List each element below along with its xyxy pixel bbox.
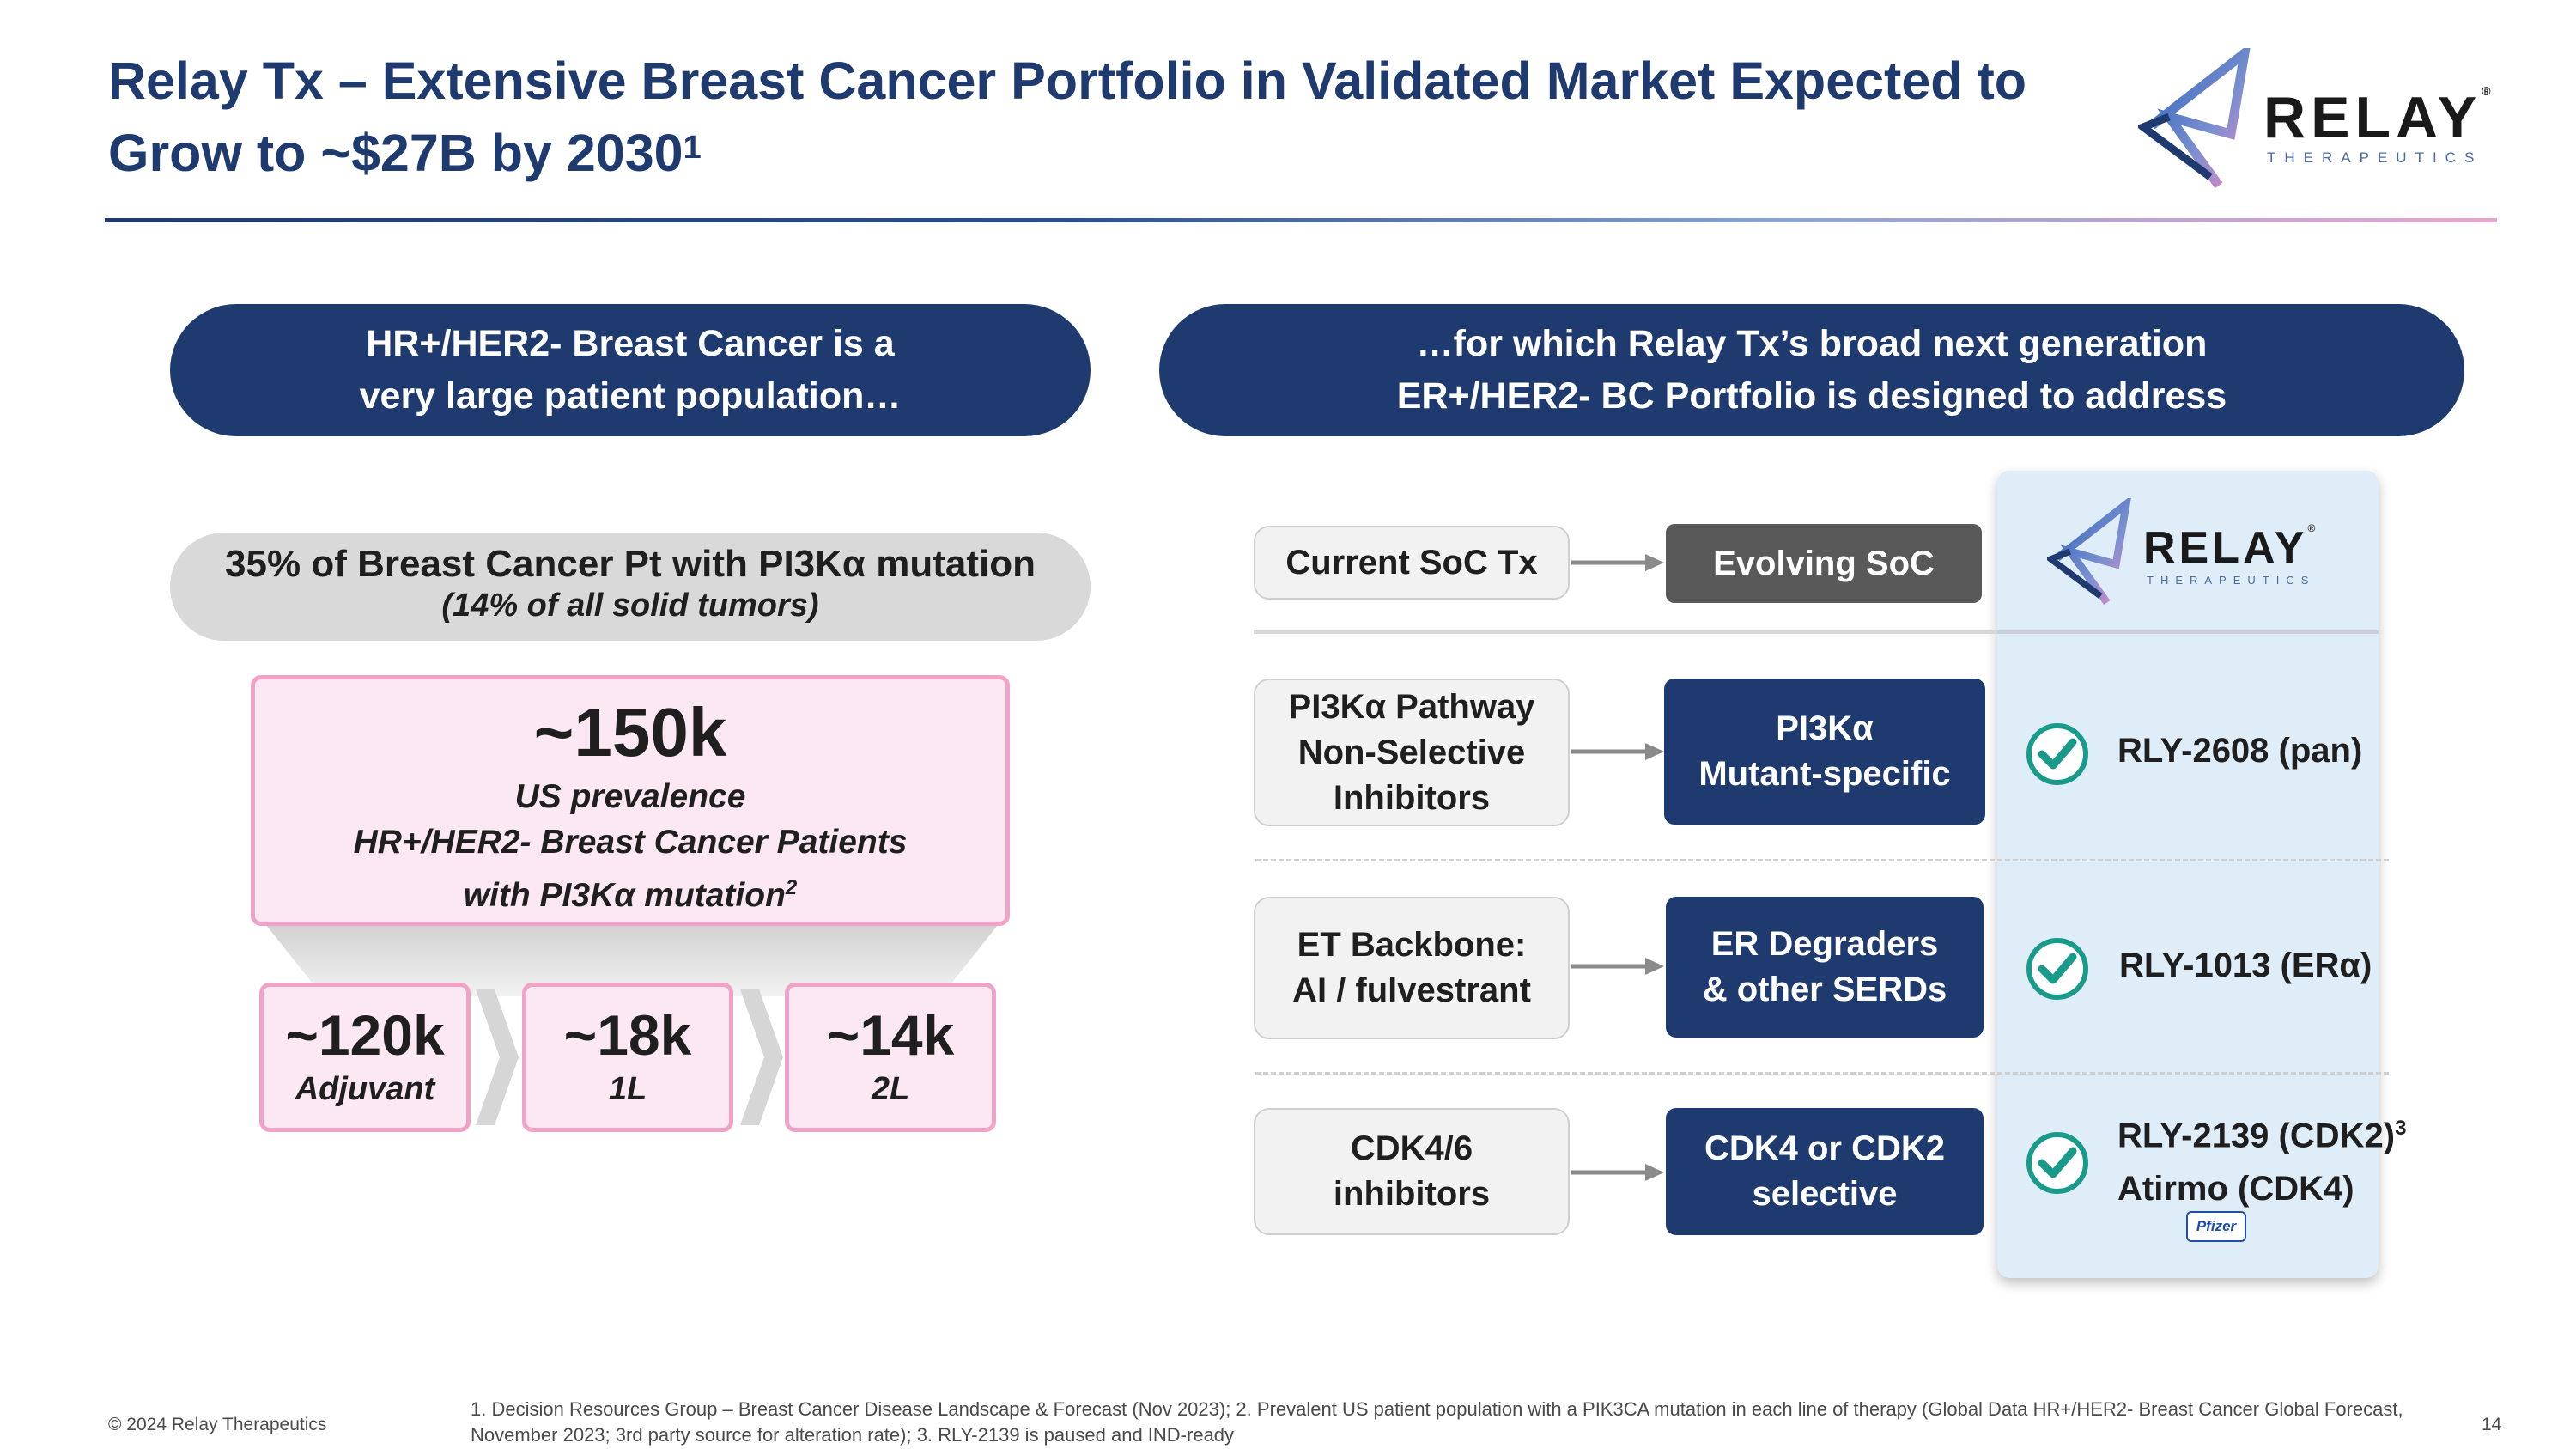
soc-line: CDK4/6: [1350, 1129, 1473, 1167]
page-number: 14: [2482, 1415, 2502, 1434]
row-divider: [1255, 1072, 2389, 1075]
footnotes: 1. Decision Resources Group – Breast Can…: [471, 1397, 2463, 1448]
prevalence-box: ~150k US prevalence HR+/HER2- Breast Can…: [251, 675, 1010, 926]
target-line: & other SERDs: [1702, 971, 1947, 1008]
pfizer-logo: Pfizer: [2186, 1211, 2246, 1242]
panel-logo-subtitle: THERAPEUTICS: [2147, 574, 2316, 587]
footnote-line-2: November 2023; 3rd party source for alte…: [471, 1424, 1235, 1446]
check-circle-icon: [2026, 723, 2088, 785]
target-line: PI3Kα: [1776, 709, 1874, 747]
soc-box-et: ET Backbone: AI / fulvestrant: [1254, 897, 1570, 1039]
target-box-er: ER Degraders & other SERDs: [1666, 897, 1984, 1038]
left-header-pill: HR+/HER2- Breast Cancer is a very large …: [170, 304, 1091, 436]
check-circle-icon: [2026, 938, 2088, 1000]
panel-logo-brand: RELAY: [2143, 523, 2308, 573]
logo-subtitle: THERAPEUTICS: [2267, 149, 2483, 166]
segment-label: 1L: [608, 1071, 647, 1107]
asset-atirmo: Atirmo (CDK4): [2117, 1170, 2354, 1208]
segment-label: Adjuvant: [295, 1071, 435, 1107]
title-line-2: Grow to ~$27B by 20301: [108, 117, 2049, 189]
arrow-right-icon: [1571, 1164, 1664, 1181]
relay-mark-icon: [2138, 48, 2251, 189]
arrow-right-icon: [1571, 743, 1664, 760]
prevalence-line-2: HR+/HER2- Breast Cancer Patients: [353, 824, 908, 861]
panel-divider: [1997, 630, 2379, 634]
asset-rly-2139: RLY-2139 (CDK2)3: [2117, 1117, 2406, 1155]
logo-reg: ®: [2482, 84, 2496, 98]
row-divider: [1255, 859, 2389, 861]
target-line: CDK4 or CDK2: [1704, 1129, 1946, 1167]
soc-line: Non-Selective: [1297, 733, 1526, 771]
mutation-pill: 35% of Breast Cancer Pt with PI3Kα mutat…: [170, 533, 1091, 641]
target-box-pi3k: PI3Kα Mutant-specific: [1664, 679, 1985, 825]
arrow-right-icon: [1571, 554, 1664, 571]
current-soc-box: Current SoC Tx: [1254, 526, 1570, 600]
segment-2l: ~14k 2L: [785, 983, 996, 1132]
copyright: © 2024 Relay Therapeutics: [108, 1415, 327, 1434]
prevalence-line-3-text: with PI3Kα mutation: [463, 877, 786, 914]
prevalence-footnote-ref: 2: [785, 876, 798, 899]
segment-1l: ~18k 1L: [522, 983, 733, 1132]
soc-line: Inhibitors: [1333, 778, 1491, 817]
asset-rly-2139-text: RLY-2139 (CDK2): [2117, 1117, 2396, 1155]
segment-adjuvant: ~120k Adjuvant: [259, 983, 471, 1132]
target-line: selective: [1752, 1175, 1898, 1213]
relay-mark-icon: [2047, 498, 2131, 606]
asset-rly-1013: RLY-1013 (ERα): [2119, 947, 2372, 984]
arrow-right-icon: [1571, 958, 1664, 975]
target-line: Mutant-specific: [1698, 755, 1951, 793]
segment-label: 2L: [871, 1071, 910, 1107]
soc-box-pi3k: PI3Kα Pathway Non-Selective Inhibitors: [1254, 679, 1570, 826]
chevron-right-icon: [476, 989, 519, 1125]
chevron-right-icon: [740, 989, 783, 1125]
left-header-line-2: very large patient population…: [359, 375, 902, 417]
mutation-subline: (14% of all solid tumors): [441, 588, 819, 624]
soc-line: ET Backbone:: [1297, 926, 1527, 964]
panel-logo-wordmark: RELAY®: [2143, 522, 2318, 574]
mutation-headline: 35% of Breast Cancer Pt with PI3Kα mutat…: [225, 543, 1036, 585]
soc-line: inhibitors: [1333, 1175, 1491, 1213]
target-line: ER Degraders: [1710, 925, 1939, 963]
funnel-shape: [263, 921, 1001, 996]
check-circle-icon: [2026, 1132, 2088, 1194]
logo-wordmark: RELAY®: [2263, 84, 2496, 151]
soc-line: PI3Kα Pathway: [1288, 687, 1535, 726]
header-divider: [1254, 630, 1997, 634]
segment-value: ~120k: [285, 1003, 445, 1067]
target-box-cdk: CDK4 or CDK2 selective: [1666, 1108, 1984, 1235]
right-header-pill: …for which Relay Tx’s broad next generat…: [1159, 304, 2464, 436]
segment-value: ~14k: [826, 1003, 955, 1067]
prevalence-value: ~150k: [533, 694, 727, 770]
panel-relay-logo: RELAY® THERAPEUTICS: [2047, 495, 2339, 615]
prevalence-line-3: with PI3Kα mutation2: [255, 865, 1005, 918]
prevalence-line-1: US prevalence: [514, 778, 746, 815]
right-header-line-1: …for which Relay Tx’s broad next generat…: [1416, 323, 2208, 364]
page-title: Relay Tx – Extensive Breast Cancer Portf…: [108, 45, 2049, 189]
evolving-soc-box: Evolving SoC: [1666, 524, 1982, 603]
segment-value: ~18k: [563, 1003, 692, 1067]
asset-footnote-ref: 3: [2395, 1117, 2407, 1140]
panel-logo-reg: ®: [2307, 522, 2319, 534]
left-header-line-1: HR+/HER2- Breast Cancer is a: [366, 323, 895, 364]
title-line-2-text: Grow to ~$27B by 2030: [108, 124, 683, 182]
title-line-1: Relay Tx – Extensive Breast Cancer Portf…: [108, 52, 2027, 110]
relay-logo: RELAY® THERAPEUTICS: [2138, 48, 2516, 192]
right-header-line-2: ER+/HER2- BC Portfolio is designed to ad…: [1396, 375, 2227, 417]
logo-brand: RELAY: [2263, 85, 2482, 150]
title-footnote-ref: 1: [683, 130, 702, 166]
soc-line: AI / fulvestrant: [1292, 971, 1531, 1009]
title-divider: [105, 218, 2497, 222]
footnote-line-1: 1. Decision Resources Group – Breast Can…: [471, 1398, 2403, 1420]
asset-rly-2608: RLY-2608 (pan): [2117, 732, 2363, 770]
soc-box-cdk46: CDK4/6 inhibitors: [1254, 1108, 1570, 1235]
